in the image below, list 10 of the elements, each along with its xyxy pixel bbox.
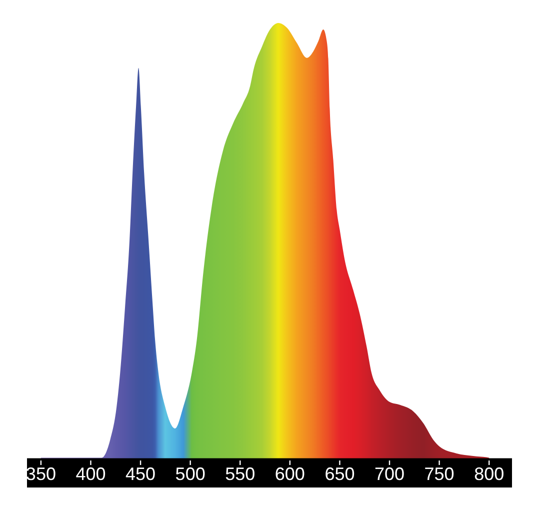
x-tick-label: 350 bbox=[26, 464, 56, 484]
x-tick-label: 800 bbox=[474, 464, 504, 484]
x-tick-label: 450 bbox=[126, 464, 156, 484]
x-tick-label: 600 bbox=[274, 464, 305, 484]
x-tick-label: 750 bbox=[424, 464, 454, 484]
x-tick-label: 550 bbox=[225, 464, 256, 484]
x-tick-label: 500 bbox=[175, 464, 206, 484]
x-tick-label: 400 bbox=[76, 464, 106, 484]
x-tick-label: 650 bbox=[324, 464, 355, 484]
x-tick-label: 700 bbox=[374, 464, 405, 484]
